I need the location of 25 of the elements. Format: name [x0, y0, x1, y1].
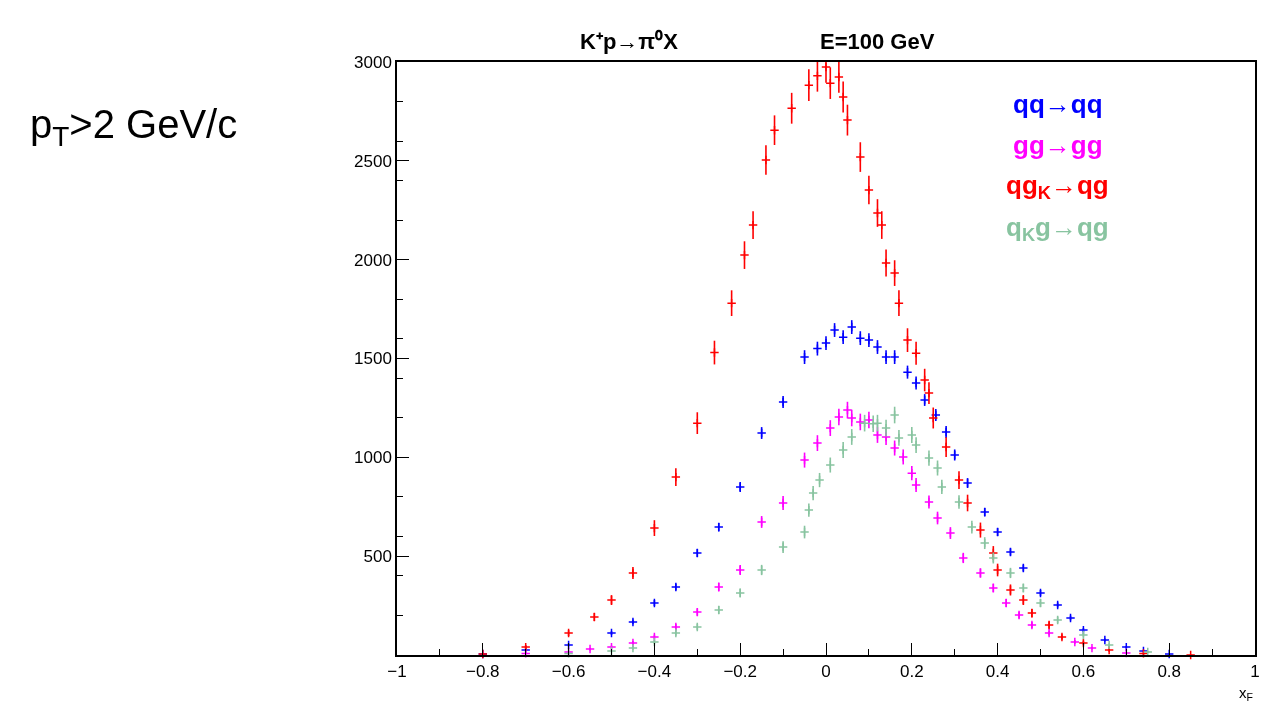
chart-title: K⁺p→π⁰X — [580, 29, 679, 54]
chart-subtitle: E=100 GeV — [820, 29, 935, 54]
x-tick-label: 0 — [821, 662, 831, 682]
text: qg$_{K}$→qg — [1006, 170, 1109, 204]
x-tick-label: −0.6 — [551, 662, 586, 682]
y-tick-label: 1000 — [354, 448, 392, 468]
x-tick-label: 0.2 — [899, 662, 924, 682]
y-tick-label: 500 — [363, 547, 392, 567]
y-tick-label: 2000 — [354, 250, 392, 270]
x-tick-label: 1 — [1250, 662, 1260, 682]
x-axis-title: x$_{F}$ — [1239, 684, 1253, 703]
x-tick-label: −0.8 — [466, 662, 500, 682]
text: qq→qq — [1013, 89, 1103, 119]
x-tick-label: 0.4 — [985, 662, 1010, 682]
x-tick-label: −1 — [387, 662, 407, 682]
y-tick-label: 1500 — [354, 349, 392, 369]
text: gg→gg — [1013, 130, 1103, 160]
x-tick-label: 0.6 — [1071, 662, 1096, 682]
y-tick-label: 2500 — [354, 151, 392, 171]
x-tick-label: −0.2 — [723, 662, 757, 682]
text: p$_{T}$>2 GeV/c — [30, 102, 238, 153]
y-tick-label: 3000 — [354, 52, 392, 72]
text: q$_{K}$g→qg — [1006, 212, 1109, 246]
x-tick-label: −0.4 — [637, 662, 672, 682]
x-tick-label: 0.8 — [1157, 662, 1182, 682]
